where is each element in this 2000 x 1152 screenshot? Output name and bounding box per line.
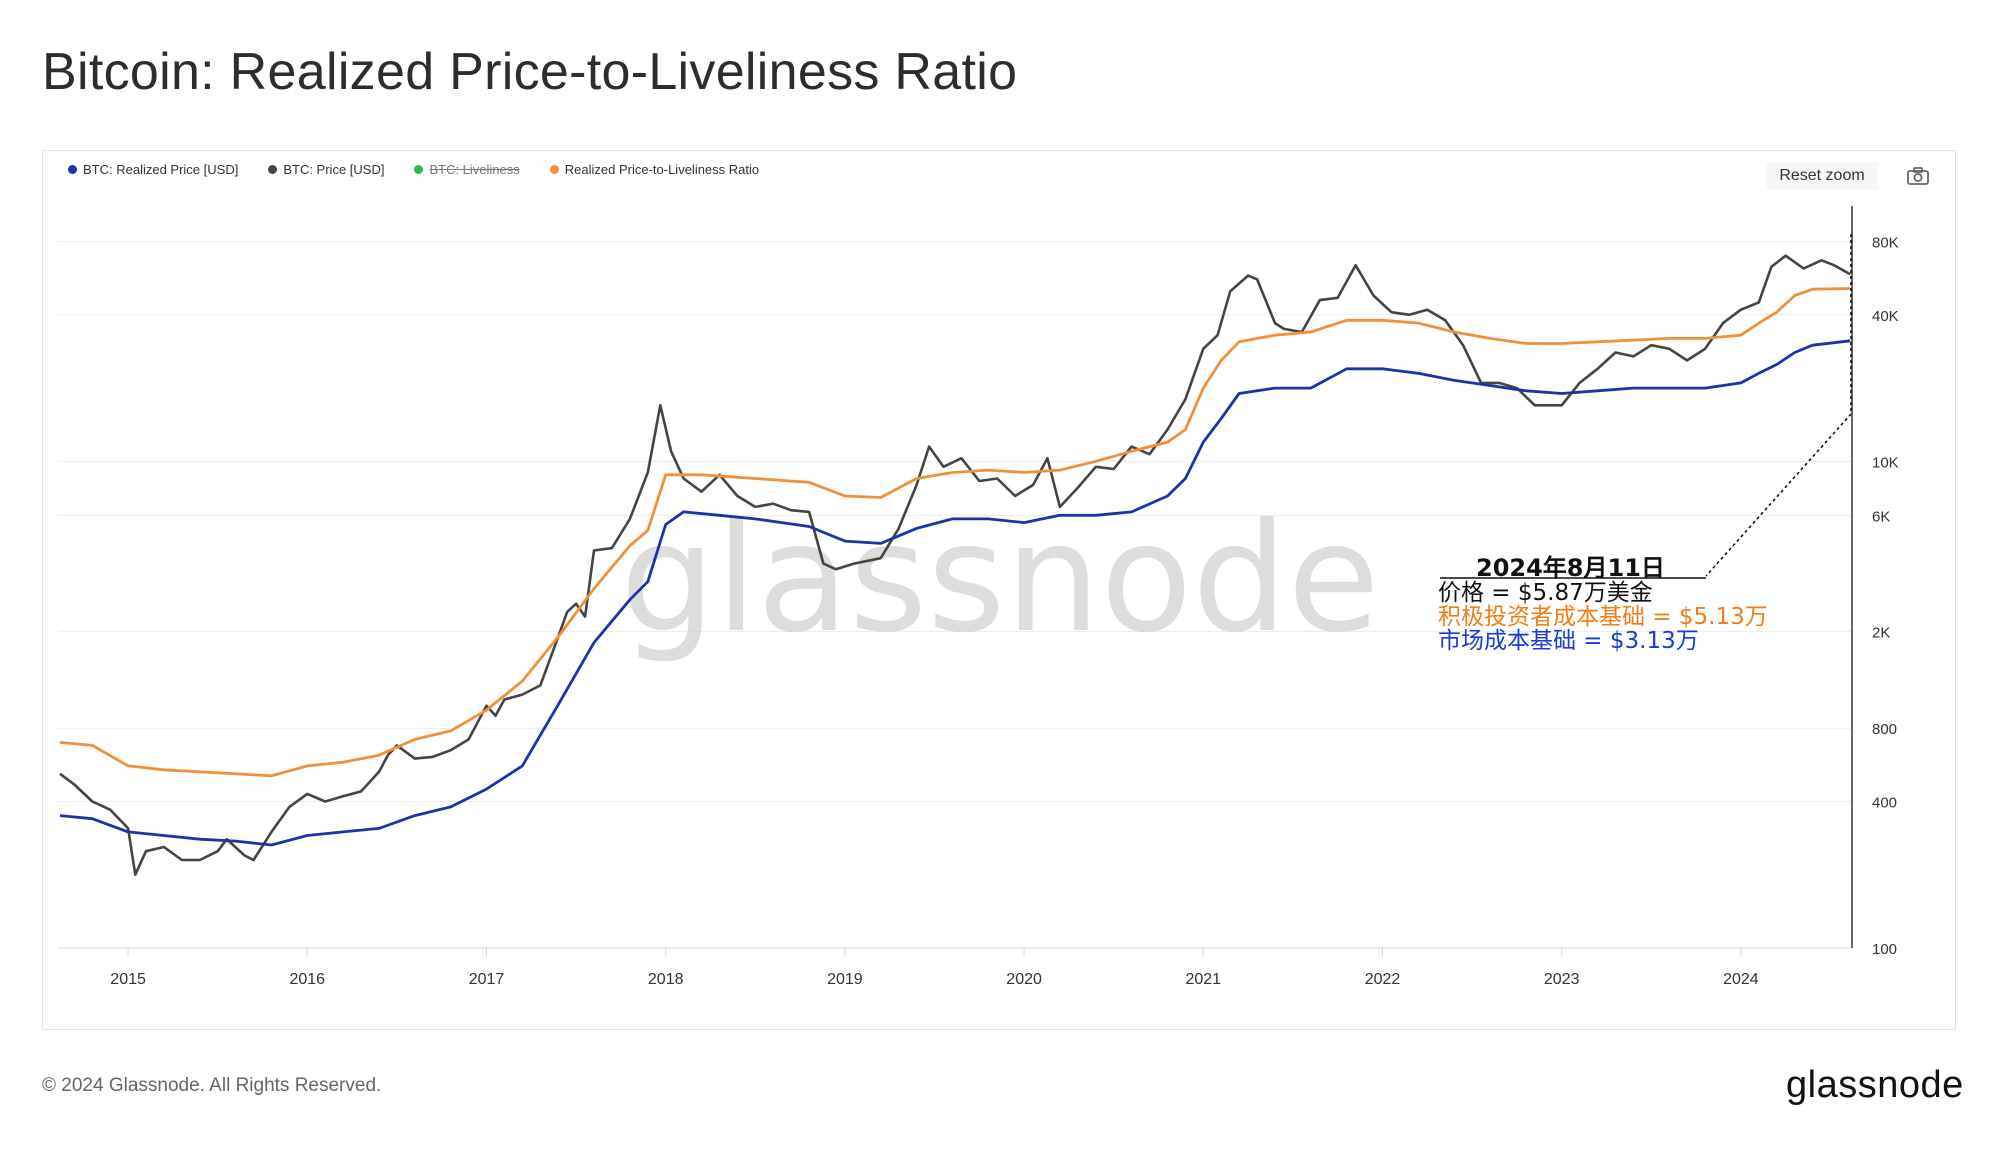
x-tick-label: 2021 — [1185, 971, 1221, 988]
y-tick-label: 6K — [1872, 508, 1890, 525]
legend-dot-btc-price — [268, 165, 278, 174]
series-btc-price — [59, 254, 1851, 876]
y-tick-label: 400 — [1872, 794, 1897, 811]
legend-label: BTC: Realized Price [USD] — [83, 162, 239, 177]
x-tick-label: 2022 — [1365, 971, 1401, 988]
y-tick-label: 80K — [1872, 235, 1899, 252]
camera-icon[interactable] — [1906, 165, 1930, 187]
chart-legend: BTC: Realized Price [USD] BTC: Price [US… — [68, 162, 759, 177]
legend-item-realized-price[interactable]: BTC: Realized Price [USD] — [68, 162, 238, 177]
legend-dot-liveliness — [414, 165, 424, 174]
x-tick-label: 2018 — [648, 971, 684, 988]
x-tick-label: 2019 — [827, 971, 863, 988]
y-tick-label: 100 — [1872, 941, 1897, 958]
annotation-price: 价格 = $5.87万美金 — [1438, 580, 1653, 606]
series-ratio — [59, 287, 1851, 778]
annotation-leader-line — [1705, 413, 1852, 577]
copyright-text: © 2024 Glassnode. All Rights Reserved. — [42, 1075, 382, 1096]
x-tick-label: 2017 — [469, 971, 505, 988]
y-tick-label: 800 — [1872, 721, 1897, 738]
x-tick-label: 2024 — [1723, 971, 1759, 988]
legend-item-ratio[interactable]: Realized Price-to-Liveliness Ratio — [549, 162, 760, 177]
x-tick-label: 2023 — [1544, 971, 1580, 988]
reset-zoom-button[interactable]: Reset zoom — [1766, 162, 1878, 190]
series-layer — [59, 254, 1851, 876]
legend-label: BTC: Liveliness — [429, 162, 520, 177]
legend-label: BTC: Price [USD] — [283, 162, 385, 177]
annotation-layer: 2024年8月11日 价格 = $5.87万美金 积极投资者成本基础 = $5.… — [1438, 234, 1852, 654]
x-tick-label: 2016 — [289, 971, 325, 988]
axes-layer: 100 400 800 2K 6K 10K 40K 80K 2015 2016 2017 2018 20… — [58, 206, 1899, 988]
annotation-date: 2024年8月11日 — [1476, 554, 1665, 582]
legend-item-liveliness[interactable]: BTC: Liveliness — [414, 162, 520, 177]
legend-dot-realized-price — [68, 165, 77, 174]
x-tick-label: 2020 — [1006, 971, 1042, 988]
legend-label: Realized Price-to-Liveliness Ratio — [564, 162, 760, 177]
y-tick-label: 40K — [1872, 308, 1899, 325]
brand-logo: glassnode — [1786, 1064, 1964, 1106]
y-tick-label: 2K — [1872, 624, 1890, 641]
chart-panel — [42, 150, 1956, 1030]
annotation-active-investor: 积极投资者成本基础 = $5.13万 — [1438, 604, 1768, 630]
annotation-market-cost: 市场成本基础 = $3.13万 — [1438, 628, 1699, 654]
legend-dot-ratio — [549, 165, 559, 174]
series-realized-price — [59, 339, 1851, 847]
x-tick-label: 2015 — [110, 971, 146, 988]
legend-item-btc-price[interactable]: BTC: Price [USD] — [268, 162, 384, 177]
y-tick-label: 10K — [1872, 454, 1899, 471]
page-title: Bitcoin: Realized Price-to-Liveliness Ra… — [42, 43, 1018, 101]
